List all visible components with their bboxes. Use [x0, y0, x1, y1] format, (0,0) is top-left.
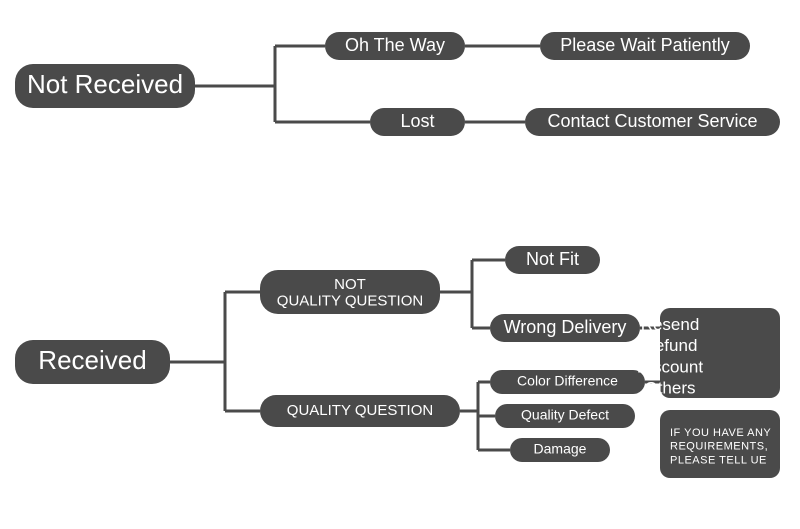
node-color_diff: Color Difference: [490, 370, 645, 394]
node-not_received: Not Received: [15, 64, 195, 108]
node-wait: Please Wait Patiently: [540, 32, 750, 60]
node-outcomes-line-2: Discount: [637, 357, 703, 376]
node-outcomes-line-1: Refund: [643, 336, 698, 355]
node-wrong_delivery-label: Wrong Delivery: [504, 317, 627, 337]
node-not_fit: Not Fit: [505, 246, 600, 274]
node-not_received-label: Not Received: [27, 69, 183, 99]
flowchart-canvas: Not Received Oh The Way Please Wait Patien…: [0, 0, 800, 529]
node-outcomes: Resend Refund Discount Others: [637, 308, 780, 398]
node-wrong_delivery: Wrong Delivery: [490, 314, 640, 342]
node-contact: Contact Customer Service: [525, 108, 780, 136]
nodes-layer: Not Received Oh The Way Please Wait Patien…: [15, 32, 780, 478]
node-received-label: Received: [38, 345, 146, 375]
node-quality: QUALITY QUESTION: [260, 395, 460, 427]
node-lost: Lost: [370, 108, 465, 136]
node-not_fit-label: Not Fit: [526, 249, 579, 269]
node-damage: Damage: [510, 438, 610, 462]
node-color_diff-label: Color Difference: [517, 373, 618, 389]
node-quality_defect-label: Quality Defect: [521, 407, 609, 423]
node-note-line-0: IF YOU HAVE ANY: [670, 427, 771, 439]
node-quality-label: QUALITY QUESTION: [287, 402, 433, 419]
node-outcomes-line-0: Resend: [641, 315, 700, 334]
node-on_the_way: Oh The Way: [325, 32, 465, 60]
node-damage-label: Damage: [534, 441, 587, 457]
node-on_the_way-label: Oh The Way: [345, 35, 445, 55]
node-not_quality: NOTQUALITY QUESTION: [260, 270, 440, 314]
node-not_quality-label1: NOT: [334, 276, 366, 293]
node-outcomes-line-3: Others: [644, 379, 695, 398]
node-contact-label: Contact Customer Service: [547, 111, 757, 131]
node-lost-label: Lost: [400, 111, 434, 131]
node-note-line-1: REQUIREMENTS,: [670, 441, 768, 453]
node-not_quality-label2: QUALITY QUESTION: [277, 293, 423, 310]
node-note: IF YOU HAVE ANY REQUIREMENTS,PLEASE TELL …: [660, 410, 780, 478]
node-received: Received: [15, 340, 170, 384]
node-note-line-2: PLEASE TELL UE: [670, 454, 767, 466]
node-wait-label: Please Wait Patiently: [560, 35, 729, 55]
node-quality_defect: Quality Defect: [495, 404, 635, 428]
